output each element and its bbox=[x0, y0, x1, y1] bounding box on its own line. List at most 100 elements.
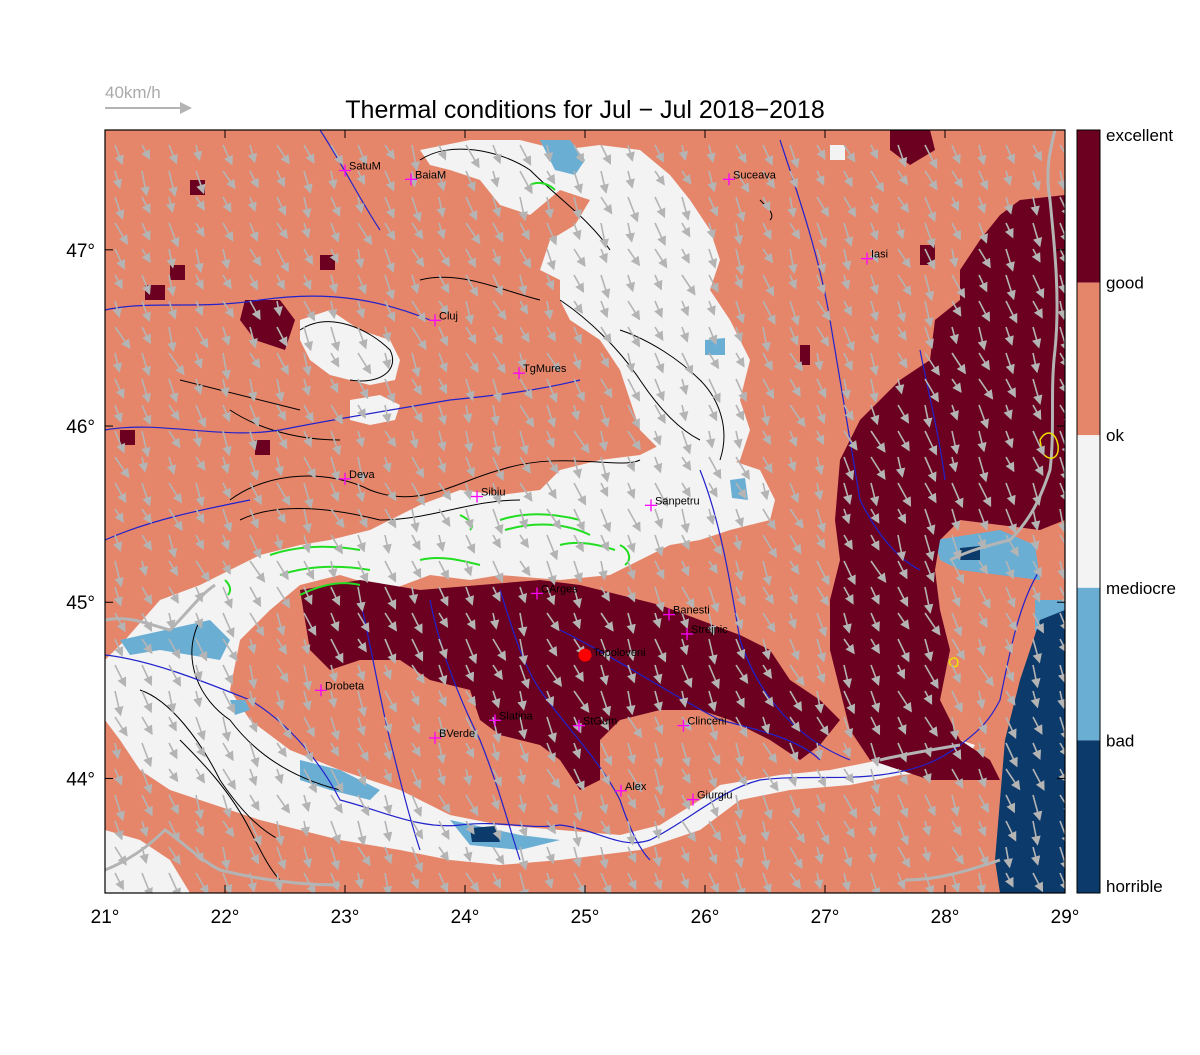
wind-arrow bbox=[328, 300, 338, 320]
wind-arrow bbox=[1005, 716, 1017, 740]
wind-arrow bbox=[976, 742, 986, 759]
wind-arrow bbox=[625, 222, 635, 243]
wind-arrow bbox=[680, 508, 690, 534]
wind-arrow bbox=[950, 794, 960, 817]
city-banesti: Banesti bbox=[663, 605, 710, 621]
wind-arrow bbox=[411, 716, 421, 734]
wind-arrow bbox=[546, 560, 557, 586]
wind-arrow bbox=[708, 352, 720, 370]
wind-arrow bbox=[382, 352, 392, 370]
wind-arrow bbox=[518, 716, 528, 740]
wind-arrow bbox=[735, 768, 748, 787]
wind-arrow bbox=[681, 768, 691, 784]
wind-arrow bbox=[193, 352, 203, 369]
wind-arrow bbox=[384, 196, 395, 219]
wind-arrow bbox=[897, 742, 908, 763]
wind-arrow bbox=[841, 274, 851, 291]
wind-arrow bbox=[249, 742, 260, 768]
wind-arrow bbox=[654, 300, 663, 319]
wind-arrow bbox=[1005, 612, 1018, 632]
wind-arrow bbox=[249, 300, 261, 321]
wind-arrow bbox=[222, 742, 234, 762]
wind-arrow bbox=[411, 612, 423, 634]
wind-arrow bbox=[383, 716, 393, 734]
wind-arrow bbox=[951, 300, 962, 317]
wind-arrow bbox=[113, 534, 123, 552]
highlight-location: Topoloveni bbox=[578, 647, 646, 662]
wind-arrow bbox=[437, 716, 447, 739]
wind-arrow bbox=[543, 144, 554, 163]
wind-arrow bbox=[843, 144, 856, 163]
wind-arrow bbox=[247, 378, 258, 402]
wind-arrow bbox=[922, 742, 932, 758]
wind-arrow bbox=[733, 326, 743, 343]
wind-arrow bbox=[762, 794, 773, 820]
wind-arrow bbox=[573, 144, 585, 164]
city-label: Slatina bbox=[499, 710, 534, 722]
wind-arrow bbox=[600, 456, 610, 483]
wind-arrow bbox=[1032, 300, 1043, 319]
wind-arrow bbox=[546, 378, 558, 403]
wind-arrow bbox=[492, 560, 504, 584]
wind-arrow bbox=[411, 820, 424, 840]
wind-arrow bbox=[924, 222, 936, 249]
wind-arrow bbox=[626, 612, 636, 635]
wind-arrow bbox=[680, 534, 690, 551]
wind-arrow bbox=[949, 248, 959, 268]
wind-arrow bbox=[600, 196, 613, 215]
wind-arrow bbox=[680, 560, 690, 577]
wind-arrow bbox=[978, 300, 990, 323]
wind-arrow bbox=[356, 404, 366, 419]
wind-arrow bbox=[1031, 326, 1042, 349]
city-sanpetru: Sanpetru bbox=[645, 495, 700, 512]
colorbar-segment bbox=[1077, 587, 1100, 741]
wind-arrow bbox=[1003, 404, 1013, 421]
wind-arrow bbox=[653, 274, 663, 291]
city-label: Banesti bbox=[673, 605, 710, 617]
wind-arrow bbox=[735, 404, 745, 422]
city-carges: CArges bbox=[531, 583, 578, 600]
wind-arrow bbox=[357, 222, 373, 246]
wind-arrow bbox=[274, 768, 284, 785]
wind-arrow bbox=[195, 820, 204, 837]
wind-arrow bbox=[1005, 300, 1018, 324]
wind-arrow bbox=[114, 482, 127, 504]
wind-arrow bbox=[168, 742, 178, 760]
wind-arrow bbox=[814, 352, 824, 371]
wind-arrow bbox=[436, 170, 447, 192]
city-giurgiu: Giurgiu bbox=[687, 790, 732, 806]
wind-arrow bbox=[465, 664, 475, 683]
wind-arrow bbox=[813, 872, 824, 890]
wind-arrow bbox=[357, 638, 367, 653]
wind-arrow bbox=[274, 456, 284, 477]
wind-arrow bbox=[599, 846, 609, 870]
wind-arrow bbox=[355, 430, 365, 448]
wind-arrow bbox=[302, 664, 313, 692]
wind-arrow bbox=[222, 612, 235, 638]
wind-arrow bbox=[924, 482, 937, 504]
wind-arrow bbox=[1032, 716, 1043, 735]
wind-arrow bbox=[978, 170, 989, 191]
wind-arrow bbox=[681, 222, 691, 238]
wind-arrow bbox=[951, 560, 965, 585]
wind-arrow bbox=[653, 872, 663, 891]
city-deva: Deva bbox=[339, 469, 376, 485]
wind-arrow bbox=[951, 768, 964, 789]
wind-arrow bbox=[517, 352, 527, 370]
wind-arrow bbox=[950, 196, 960, 212]
wind-arrow bbox=[951, 144, 961, 165]
wind-arrow bbox=[598, 248, 608, 264]
wind-arrow bbox=[193, 664, 203, 682]
wind-arrow bbox=[708, 872, 719, 893]
wind-arrow bbox=[436, 534, 446, 552]
city-label: SatuM bbox=[349, 161, 381, 173]
wind-arrow bbox=[222, 170, 236, 190]
wind-arrow bbox=[1005, 352, 1015, 375]
wind-arrow bbox=[977, 534, 986, 550]
wind-arrow bbox=[383, 794, 393, 815]
wind-arrow bbox=[437, 690, 447, 708]
wind-arrow bbox=[519, 482, 533, 502]
wind-arrow bbox=[976, 638, 986, 657]
wind-arrow bbox=[788, 248, 798, 275]
city-label: Sanpetru bbox=[655, 495, 700, 507]
